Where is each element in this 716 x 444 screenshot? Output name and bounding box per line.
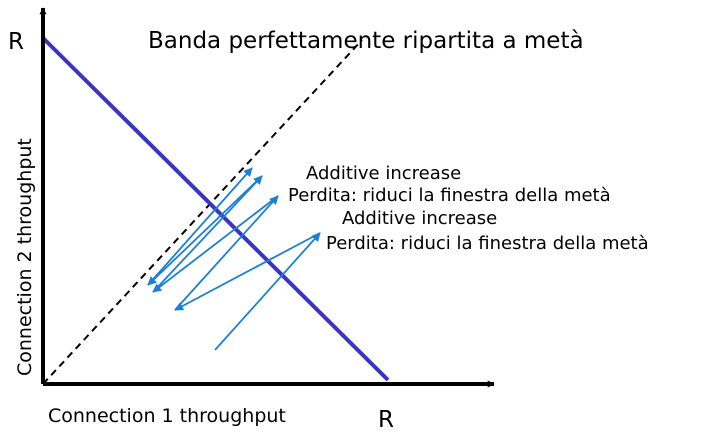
trajectory-segment-6 <box>147 175 263 286</box>
trajectory-segment-2 <box>174 232 321 311</box>
y-axis-max-label: R <box>8 29 24 55</box>
y-axis-label: Connection 2 throughput <box>14 138 36 376</box>
trajectory-segment-4 <box>152 195 279 293</box>
trajectory-segment-7 <box>147 167 253 286</box>
trajectory-segment-1 <box>214 232 321 351</box>
annotation-loss-halve-window-1: Perdita: riduci la finestra della metà <box>288 185 611 206</box>
x-axis-label: Connection 1 throughput <box>48 405 286 427</box>
trajectory-segment-3 <box>174 195 279 311</box>
trajectory-segment-5 <box>152 175 263 293</box>
x-axis-max-label: R <box>378 407 394 433</box>
equal-share-label: Banda perfettamente ripartita a metà <box>148 28 584 54</box>
throughput-trajectory <box>147 167 321 351</box>
equal-share-line <box>42 39 363 385</box>
annotation-additive-increase-1: Additive increase <box>306 163 461 184</box>
annotation-loss-halve-window-2: Perdita: riduci la finestra della metà <box>326 233 649 254</box>
annotation-additive-increase-2: Additive increase <box>342 208 497 229</box>
